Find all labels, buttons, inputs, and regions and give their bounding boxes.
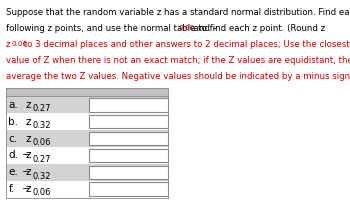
Text: average the two Z values. Negative values should be indicated by a minus sign.): average the two Z values. Negative value… [6,72,350,81]
Text: and –: and – [191,24,217,33]
FancyBboxPatch shape [89,132,168,145]
Text: z: z [26,184,31,194]
FancyBboxPatch shape [6,130,168,147]
FancyBboxPatch shape [6,181,168,198]
FancyBboxPatch shape [89,115,168,128]
Text: 0.27: 0.27 [32,155,51,164]
FancyBboxPatch shape [6,96,168,113]
Text: e.: e. [8,167,18,177]
FancyBboxPatch shape [89,98,168,112]
Text: −: − [22,150,31,161]
Text: f.: f. [8,184,15,194]
Text: 0.06: 0.06 [11,41,27,47]
FancyBboxPatch shape [89,182,168,196]
Text: 0.06: 0.06 [179,25,195,31]
Text: −: − [22,167,31,177]
Text: b.: b. [8,117,18,127]
Text: z: z [6,40,10,49]
Text: 0.32: 0.32 [32,172,51,181]
Text: value of Z when there is not an exact match; if the Z values are equidistant, th: value of Z when there is not an exact ma… [6,56,350,65]
Text: following z points, and use the normal table to find each z point. (Round z: following z points, and use the normal t… [6,24,325,33]
FancyBboxPatch shape [6,88,168,96]
Text: z: z [26,167,31,177]
Text: 0.32: 0.32 [32,121,51,130]
Text: 0.27: 0.27 [32,104,51,113]
Text: to 3 decimal places and other answers to 2 decimal places; Use the closest: to 3 decimal places and other answers to… [21,40,350,49]
FancyBboxPatch shape [89,149,168,162]
Text: d.: d. [8,150,18,161]
FancyBboxPatch shape [89,166,168,179]
Text: z: z [26,134,31,144]
Text: z: z [26,117,31,127]
FancyBboxPatch shape [6,164,168,181]
FancyBboxPatch shape [6,147,168,164]
Text: c.: c. [8,134,18,144]
Text: 0.06: 0.06 [32,189,51,198]
FancyBboxPatch shape [6,113,168,130]
Text: a.: a. [8,100,18,110]
Text: −: − [22,184,31,194]
Text: z: z [26,150,31,161]
Text: z: z [26,100,31,110]
Text: Suppose that the random variable z has a standard normal distribution. Find each: Suppose that the random variable z has a… [6,8,350,17]
Text: 0.06: 0.06 [32,138,51,147]
